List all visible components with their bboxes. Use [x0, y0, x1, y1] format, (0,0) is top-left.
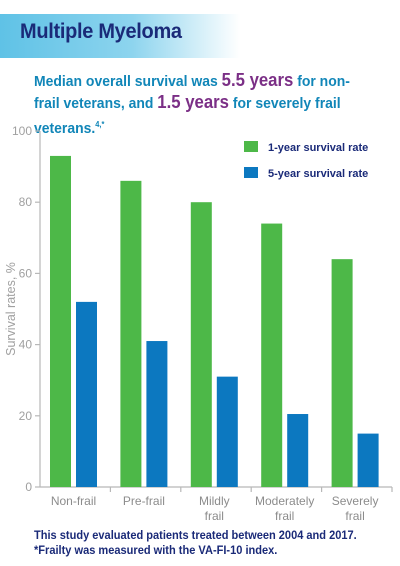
headline-value-2: 1.5 years: [157, 92, 229, 112]
bar-five-year: [146, 341, 168, 487]
x-tick-label-line: Pre-frail: [123, 494, 165, 508]
y-tick-label: 60: [19, 266, 33, 280]
x-tick-label: Non-frail: [51, 494, 96, 508]
bar-one-year: [190, 202, 212, 487]
x-tick-label: Moderately frail: [255, 494, 314, 523]
legend-label: 1-year survival rate: [268, 142, 368, 154]
y-tick-label: 20: [19, 409, 33, 423]
x-tick-label: Severely frail: [332, 494, 379, 523]
bar-one-year: [331, 259, 353, 487]
bar-five-year: [357, 433, 379, 487]
y-tick-label: 80: [19, 195, 33, 209]
bar-one-year: [120, 180, 142, 487]
headline: Median overall survival was 5.5 years fo…: [34, 70, 369, 139]
x-tick-label-line: Moderately: [255, 494, 314, 508]
headline-value-1: 5.5 years: [221, 70, 294, 90]
page-title: Multiple Myeloma: [20, 20, 182, 43]
headline-text-3: for severely frail veterans.: [34, 95, 341, 137]
x-tick-label-line: Severely: [332, 494, 379, 508]
y-tick-label: 40: [19, 338, 33, 352]
y-axis-label: Survival rates, %: [4, 262, 18, 356]
footer-line-2: *Frailty was measured with the VA-FI-10 …: [34, 545, 278, 557]
y-tick-label: 100: [12, 124, 32, 138]
legend-swatch: [244, 167, 258, 178]
bar-five-year: [216, 376, 238, 487]
bar-five-year: [76, 301, 97, 487]
bar-one-year: [261, 223, 283, 487]
x-tick-label: Mildly frail: [199, 494, 230, 523]
headline-text-2: for non-frail veterans, and: [34, 73, 350, 112]
y-tick-label: 0: [25, 480, 32, 494]
x-tick-label: Pre-frail: [123, 494, 165, 508]
x-tick-label-line: Non-frail: [51, 494, 96, 508]
title-banner: [0, 14, 240, 58]
legend-swatch: [244, 141, 258, 152]
headline-text-1: Median overall survival was: [34, 73, 222, 90]
headline-refs: 4,*: [95, 120, 105, 129]
bar-five-year: [287, 414, 309, 487]
x-tick-label-line: frail: [205, 509, 224, 523]
x-tick-label-line: frail: [345, 509, 364, 523]
x-tick-label-line: frail: [275, 509, 294, 523]
footer-line-1: This study evaluated patients treated be…: [34, 530, 357, 542]
bar-one-year: [50, 155, 71, 488]
legend-label: 5-year survival rate: [268, 168, 368, 180]
footer: This study evaluated patients treated be…: [34, 529, 394, 559]
x-tick-label-line: Mildly: [199, 494, 230, 508]
